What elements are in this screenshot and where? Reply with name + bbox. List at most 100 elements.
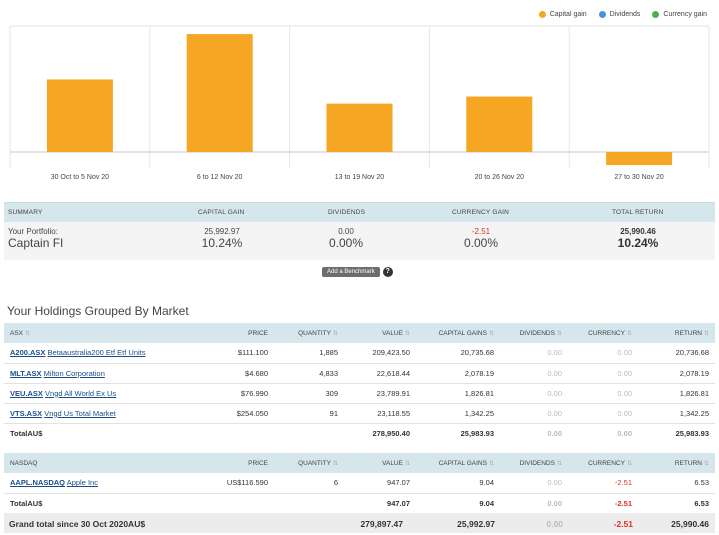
market-header-nasdaq[interactable]: NASDAQ: [4, 453, 204, 473]
holding-code-link[interactable]: VTS.ASX: [10, 408, 43, 418]
sort-icon[interactable]: ⇅: [488, 330, 494, 337]
chart-bar[interactable]: [186, 34, 253, 153]
x-tick-label: 6 to 12 Nov 20: [197, 174, 243, 181]
dividends-cell: 0.00: [500, 383, 568, 404]
value-cell: 23,789.91: [344, 383, 416, 404]
currency-header[interactable]: CURRENCY ⇅: [568, 323, 638, 343]
value-cell: 209,423.50: [344, 343, 416, 364]
total-currency: -2.51: [614, 498, 632, 508]
holding-name-link[interactable]: Vngd Us Total Market: [44, 408, 116, 418]
capital-gains-header[interactable]: CAPITAL GAINS ⇅: [416, 453, 500, 473]
sort-icon[interactable]: ⇅: [332, 460, 338, 467]
chart-legend: Capital gain Dividends Currency gain: [538, 11, 707, 18]
market-header-asx[interactable]: ASX ⇅: [4, 323, 204, 343]
return-header[interactable]: RETURN ⇅: [638, 453, 715, 473]
legend-item-currency-gain[interactable]: Currency gain: [652, 11, 707, 18]
holding-code-link[interactable]: A200.ASX: [10, 348, 46, 358]
x-tick-label: 27 to 30 Nov 20: [614, 174, 664, 181]
chart-bar[interactable]: [326, 103, 393, 152]
sort-icon[interactable]: ⇅: [556, 330, 562, 337]
help-icon[interactable]: ?: [382, 267, 393, 277]
table-row: A200.ASX Betaaustralia200 Etf Etf Units …: [4, 343, 715, 364]
price-header[interactable]: PRICE: [204, 453, 274, 473]
total-value: 947.07: [387, 498, 410, 508]
holding-name-link[interactable]: Milton Corporation: [43, 368, 105, 378]
sort-icon[interactable]: ⇅: [626, 330, 632, 337]
value-header[interactable]: VALUE ⇅: [344, 323, 416, 343]
dividends-header[interactable]: DIVIDENDS ⇅: [500, 453, 568, 473]
price-header[interactable]: PRICE: [204, 323, 274, 343]
price-cell: $254.050: [204, 403, 274, 424]
sort-icon[interactable]: ⇅: [556, 460, 562, 467]
quantity-cell: 4,833: [274, 363, 344, 384]
add-benchmark-button[interactable]: Add a Benchmark: [322, 267, 380, 277]
sort-icon[interactable]: ⇅: [404, 460, 410, 467]
total-capital-gains: 25,983.93: [416, 422, 500, 443]
your-portfolio-label: Your Portfolio:: [8, 227, 58, 236]
quantity-header[interactable]: QUANTITY ⇅: [274, 453, 344, 473]
capital-gain-chart: 30 Oct to 5 Nov 20 6 to 12 Nov 20 13 to 19…: [9, 25, 710, 181]
sort-icon[interactable]: ⇅: [703, 330, 709, 337]
total-return: 6.53: [694, 498, 709, 508]
holdings-title: Your Holdings Grouped By Market: [7, 304, 189, 318]
legend-item-dividends[interactable]: Dividends: [598, 11, 640, 18]
benchmark-controls: Add a Benchmark ?: [322, 267, 393, 277]
dividends-pct: 0.00%: [328, 236, 364, 250]
value-cell: 947.07: [344, 473, 416, 494]
total-return-value: 25,990.46: [620, 227, 656, 236]
holding-code-link[interactable]: VEU.ASX: [10, 388, 43, 398]
quantity-header[interactable]: QUANTITY ⇅: [274, 323, 344, 343]
summary-heading: SUMMARY: [8, 209, 43, 216]
quantity-cell: 1,885: [274, 343, 344, 364]
table-row: MLT.ASX Milton Corporation $4.680 4,833 …: [4, 363, 715, 384]
total-capital-gains: 9.04: [479, 498, 494, 508]
table-row: VEU.ASX Vngd All World Ex Us $76.990 309…: [4, 383, 715, 404]
holding-name-link[interactable]: Apple Inc: [66, 478, 98, 488]
currency-cell: 0.00: [568, 363, 638, 384]
table-header-row: NASDAQ PRICE QUANTITY ⇅ VALUE ⇅ CAPITAL GA…: [4, 453, 715, 473]
sort-icon[interactable]: ⇅: [404, 330, 410, 337]
dividends-heading: DIVIDENDS: [328, 209, 366, 216]
sort-icon[interactable]: ⇅: [25, 330, 31, 337]
chart-bar[interactable]: [606, 152, 673, 166]
legend-item-capital-gain[interactable]: Capital gain: [538, 11, 587, 18]
total-dividends: 0.00: [547, 498, 562, 508]
grand-total-currency: -2.51: [613, 519, 633, 529]
total-currency: 0.00: [568, 422, 638, 443]
holding-name-link[interactable]: Betaaustralia200 Etf Etf Units: [47, 348, 146, 358]
sort-icon[interactable]: ⇅: [626, 460, 632, 467]
total-value: 278,950.40: [344, 422, 416, 443]
capital-gains-header[interactable]: CAPITAL GAINS ⇅: [416, 323, 500, 343]
capital-gain-pct: 10.24%: [201, 236, 243, 250]
capital-gains-cell: 20,735.68: [416, 343, 500, 364]
holding-code-link[interactable]: MLT.ASX: [10, 368, 42, 378]
return-header[interactable]: RETURN ⇅: [638, 323, 715, 343]
currency-cell: 0.00: [568, 403, 638, 424]
dividends-cell: 0.00: [500, 363, 568, 384]
holding-name-link[interactable]: Vngd All World Ex Us: [45, 388, 117, 398]
asx-holdings-table: ASX ⇅ PRICE QUANTITY ⇅ VALUE ⇅ CAPITAL GAIN…: [4, 323, 715, 443]
currency-cell: 0.00: [568, 343, 638, 364]
currency-header[interactable]: CURRENCY ⇅: [568, 453, 638, 473]
holding-code-link[interactable]: AAPL.NASDAQ: [10, 478, 66, 488]
currency-cell: -2.51: [568, 473, 638, 494]
grand-total-return: 25,990.46: [671, 519, 709, 529]
value-header[interactable]: VALUE ⇅: [344, 453, 416, 473]
summary-panel: SUMMARY CAPITAL GAIN DIVIDENDS CURRENCY …: [4, 202, 715, 260]
capital-gains-cell: 1,826.81: [416, 383, 500, 404]
total-return-heading: TOTAL RETURN: [612, 209, 664, 216]
sort-icon[interactable]: ⇅: [488, 460, 494, 467]
grand-total-dividends: 0.00: [546, 519, 563, 529]
chart-bar[interactable]: [46, 79, 113, 152]
capital-gain-dot-icon: [538, 11, 546, 18]
currency-gain-pct: 0.00%: [463, 236, 499, 250]
quantity-cell: 6: [274, 473, 344, 494]
currency-gain-dot-icon: [652, 11, 660, 18]
summary-header: SUMMARY CAPITAL GAIN DIVIDENDS CURRENCY …: [4, 202, 715, 222]
sort-icon[interactable]: ⇅: [332, 330, 338, 337]
sort-icon[interactable]: ⇅: [703, 460, 709, 467]
dividends-dot-icon: [598, 11, 606, 18]
table-row: AAPL.NASDAQ Apple Inc US$116.590 6 947.0…: [4, 473, 715, 494]
chart-bar[interactable]: [466, 96, 533, 152]
dividends-header[interactable]: DIVIDENDS ⇅: [500, 323, 568, 343]
